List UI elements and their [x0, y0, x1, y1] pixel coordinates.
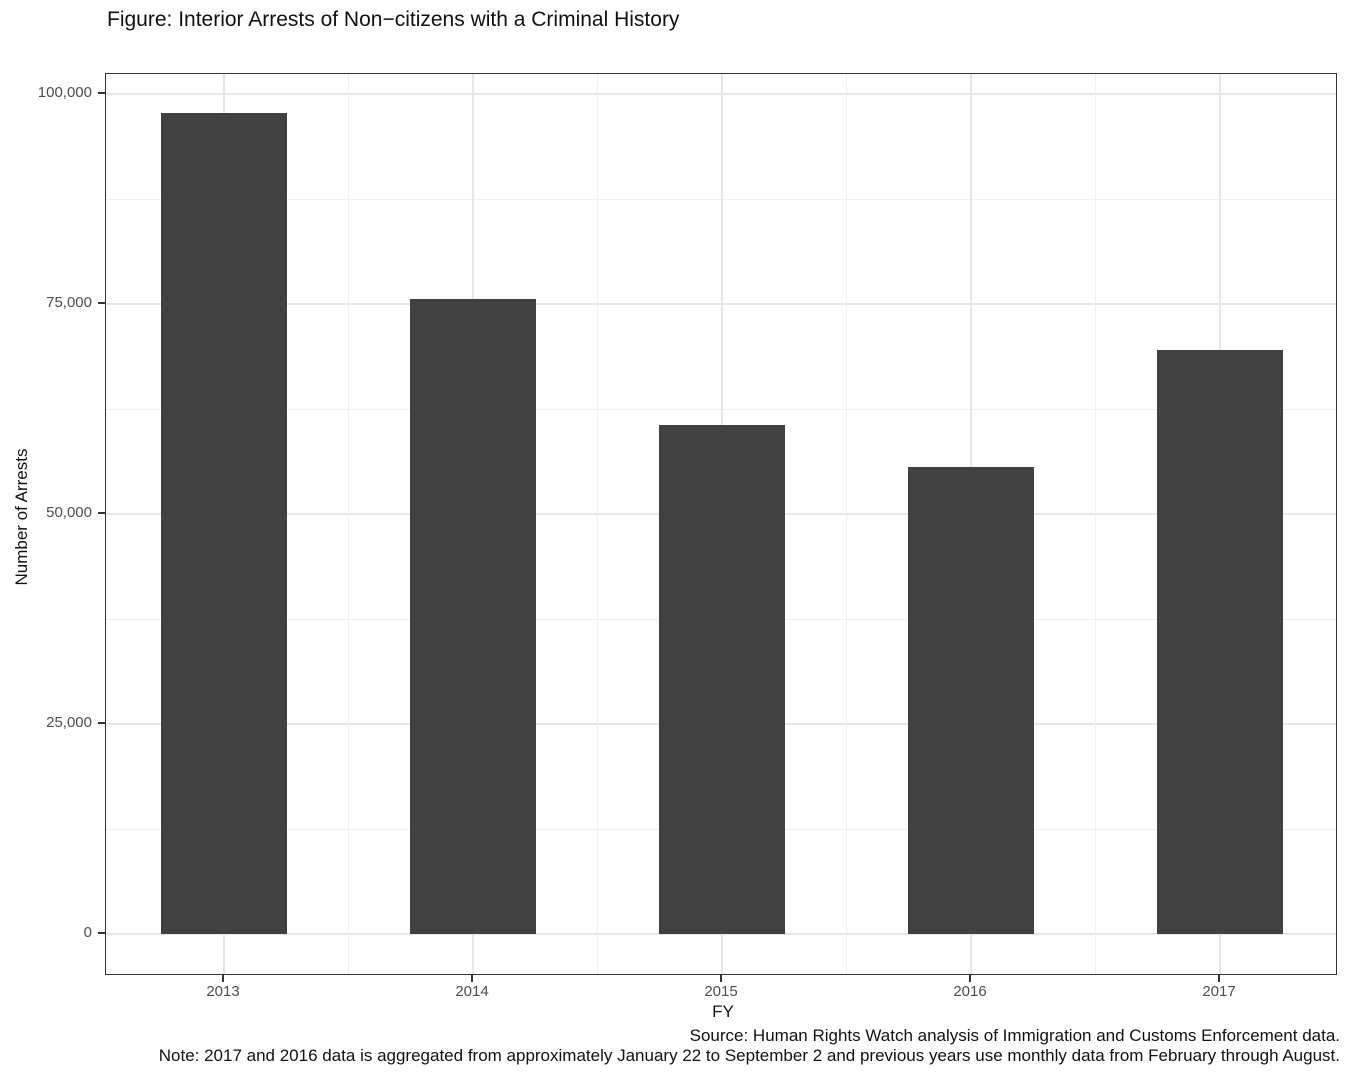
- caption: Source: Human Rights Watch analysis of I…: [159, 1026, 1340, 1066]
- x-tick-label: 2016: [953, 983, 987, 1000]
- bar-2014: [410, 298, 536, 934]
- x-tickmark: [969, 975, 971, 982]
- gridline-major-h: [106, 303, 1336, 305]
- x-tickmark: [720, 975, 722, 982]
- x-tick-label: 2013: [206, 983, 240, 1000]
- y-tick-label: 50,000: [46, 504, 92, 521]
- x-tick-label: 2017: [1202, 983, 1236, 1000]
- y-tick-label: 25,000: [46, 714, 92, 731]
- y-axis-title: Number of Arrests: [12, 448, 31, 586]
- y-tickmark: [98, 932, 105, 934]
- gridline-minor-v: [846, 74, 847, 974]
- y-tick-label: 100,000: [37, 84, 92, 101]
- y-tick-label: 75,000: [46, 294, 92, 311]
- x-tickmark: [471, 975, 473, 982]
- y-tickmark: [98, 302, 105, 304]
- bar-2016: [908, 466, 1034, 934]
- gridline-minor-v: [597, 74, 598, 974]
- x-axis-title: FY: [712, 1002, 734, 1021]
- x-tickmark: [1218, 975, 1220, 982]
- x-tick-label: 2014: [455, 983, 489, 1000]
- bar-2015: [659, 424, 785, 934]
- x-tickmark: [222, 975, 224, 982]
- x-tick-label: 2015: [704, 983, 738, 1000]
- bar-2017: [1157, 350, 1283, 934]
- plot-panel: [105, 73, 1337, 975]
- gridline-minor-h: [106, 408, 1336, 410]
- chart-title: Figure: Interior Arrests of Non−citizens…: [107, 8, 680, 31]
- y-tickmark: [98, 92, 105, 94]
- gridline-minor-h: [106, 198, 1336, 200]
- y-tickmark: [98, 512, 105, 514]
- caption-source: Source: Human Rights Watch analysis of I…: [689, 1026, 1340, 1045]
- y-tick-label: 0: [83, 924, 92, 941]
- gridline-major-h: [106, 93, 1336, 95]
- gridline-minor-v: [348, 74, 349, 974]
- y-tickmark: [98, 722, 105, 724]
- bar-2013: [161, 113, 287, 934]
- gridline-minor-v: [1095, 74, 1096, 974]
- gridline-major-h: [106, 933, 1336, 935]
- caption-note: Note: 2017 and 2016 data is aggregated f…: [158, 1046, 1340, 1065]
